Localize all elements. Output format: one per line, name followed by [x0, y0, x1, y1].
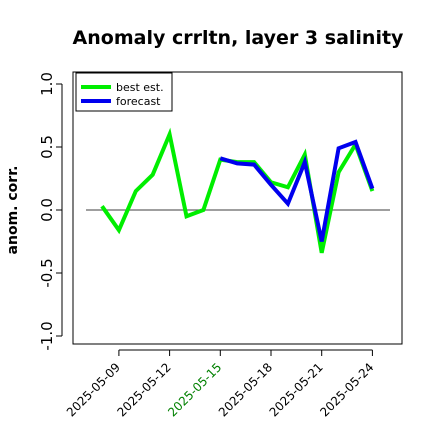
y-tick-label: -1.0 — [38, 321, 56, 350]
chart-title: Anomaly crrltn, layer 3 salinity — [73, 27, 404, 49]
series-line-forecast — [219, 139, 375, 242]
legend: best est. forecast — [75, 72, 173, 112]
axis-layer: -1.0-0.50.00.51.02025-05-092025-05-12202… — [38, 72, 377, 419]
plot-frame — [72, 71, 403, 345]
y-tick-label: 1.0 — [38, 72, 56, 96]
x-tick-label: 2025-05-24 — [317, 360, 376, 419]
legend-box — [75, 72, 173, 112]
legend-label-forecast: forecast — [116, 95, 161, 108]
y-tick-label: 0.0 — [38, 198, 56, 222]
series-layer — [100, 127, 375, 254]
y-axis-label: anom. corr. — [5, 166, 21, 255]
legend-label-best-est: best est. — [116, 81, 164, 94]
y-tick-label: -0.5 — [38, 258, 56, 287]
y-tick-label: 0.5 — [38, 135, 56, 159]
